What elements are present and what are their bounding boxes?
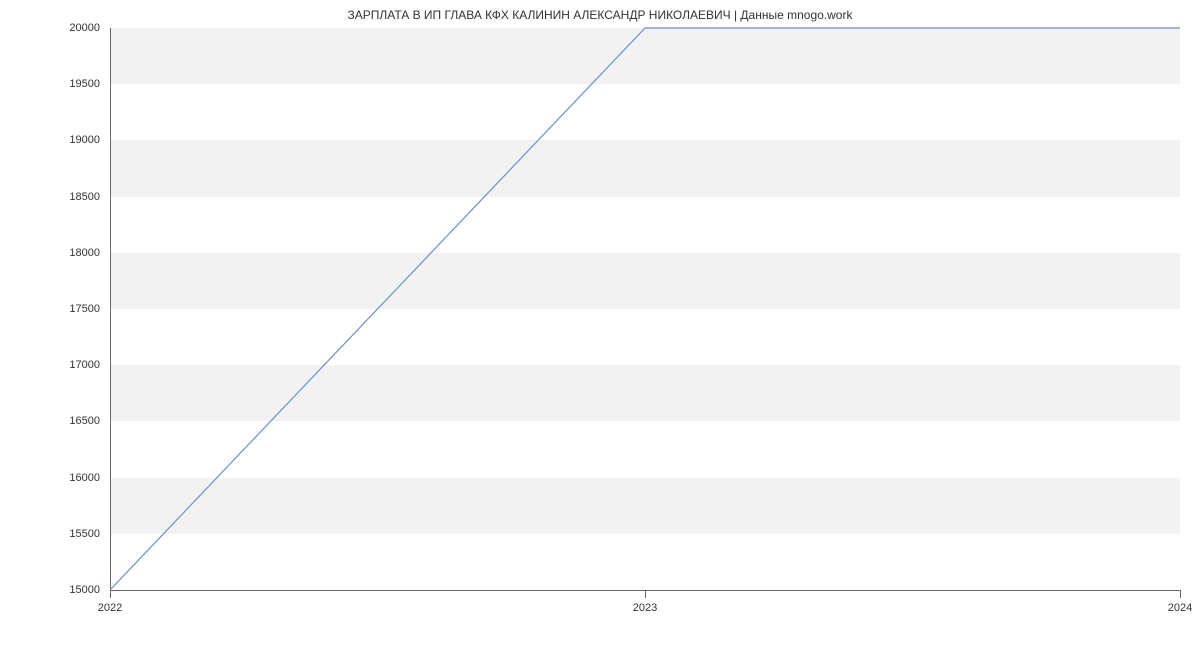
y-tick-label: 17000 (60, 359, 100, 371)
y-tick-label: 18500 (60, 191, 100, 203)
x-tick-label: 2022 (98, 602, 122, 614)
salary-chart: ЗАРПЛАТА В ИП ГЛАВА КФХ КАЛИНИН АЛЕКСАНД… (0, 0, 1200, 650)
series-line (110, 28, 1180, 590)
x-tick-mark (645, 590, 646, 598)
y-tick-label: 15000 (60, 584, 100, 596)
y-tick-label: 19000 (60, 134, 100, 146)
y-tick-label: 15500 (60, 528, 100, 540)
y-tick-label: 16000 (60, 472, 100, 484)
series-svg (110, 28, 1180, 590)
x-tick-mark (110, 590, 111, 598)
plot-area: 1500015500160001650017000175001800018500… (110, 28, 1180, 590)
x-tick-mark (1180, 590, 1181, 598)
y-tick-label: 19500 (60, 78, 100, 90)
x-tick-label: 2024 (1168, 602, 1192, 614)
y-tick-label: 16500 (60, 415, 100, 427)
x-tick-label: 2023 (633, 602, 657, 614)
y-tick-label: 20000 (60, 22, 100, 34)
y-tick-label: 17500 (60, 303, 100, 315)
chart-title: ЗАРПЛАТА В ИП ГЛАВА КФХ КАЛИНИН АЛЕКСАНД… (0, 8, 1200, 22)
y-tick-label: 18000 (60, 247, 100, 259)
